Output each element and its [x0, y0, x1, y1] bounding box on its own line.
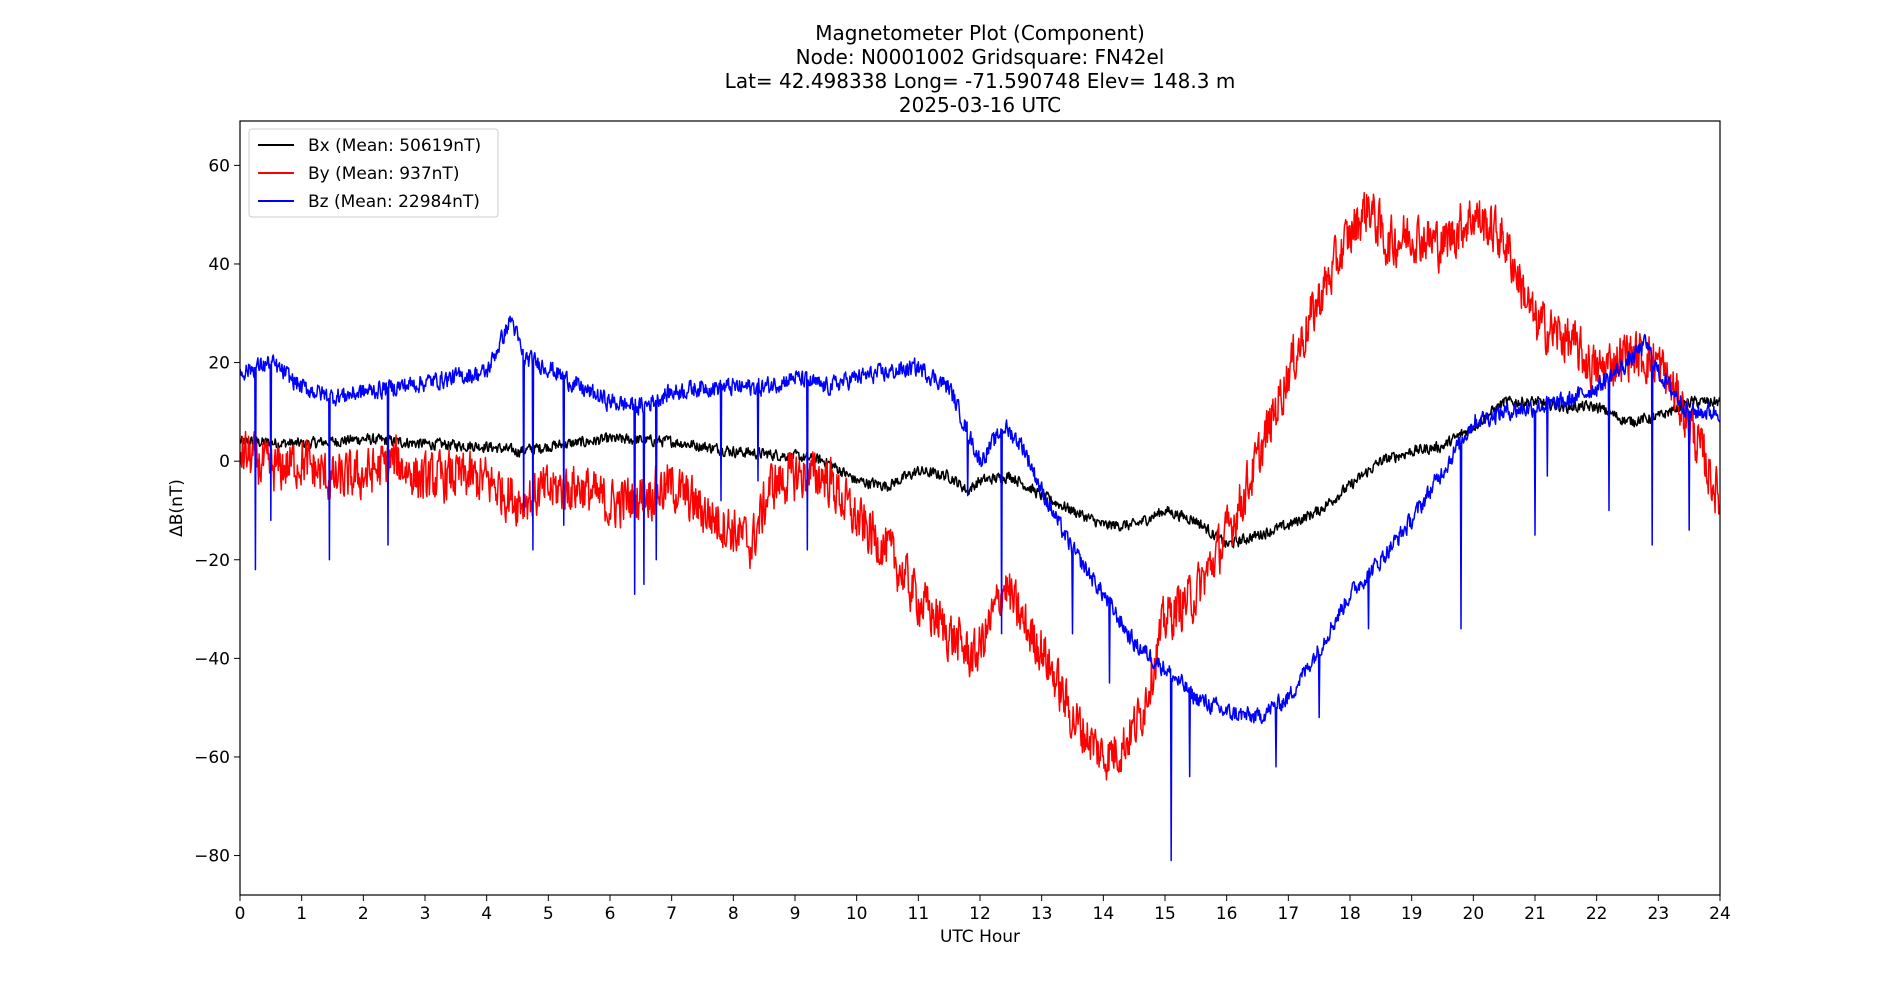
title-line-4: 2025-03-16 UTC	[899, 93, 1061, 117]
x-tick-label-6: 6	[605, 904, 616, 924]
chart-title: Magnetometer Plot (Component) Node: N000…	[725, 21, 1236, 117]
x-tick-label-7: 7	[666, 904, 677, 924]
x-tick-label-12: 12	[969, 904, 991, 924]
x-tick-label-4: 4	[481, 904, 492, 924]
title-line-3: Lat= 42.498338 Long= -71.590748 Elev= 14…	[725, 69, 1236, 93]
x-tick-label-17: 17	[1278, 904, 1300, 924]
x-tick-label-23: 23	[1648, 904, 1670, 924]
x-tick-label-15: 15	[1154, 904, 1176, 924]
series-line-2	[240, 315, 1720, 862]
x-tick-label-9: 9	[790, 904, 801, 924]
y-axis: −80 −60 −40 −20 0 20 40 60	[194, 156, 240, 867]
y-axis-label: ΔB(nT)	[167, 479, 187, 537]
y-tick-label--40: −40	[194, 649, 230, 669]
legend-label-2: Bz (Mean: 22984nT)	[308, 192, 480, 212]
y-tick-label--20: −20	[194, 551, 230, 571]
legend-label-0: Bx (Mean: 50619nT)	[308, 136, 481, 156]
series-area	[240, 191, 1720, 862]
x-axis: 0 1 2 3 4 5 6 7 8 9 10 11 12 13 14 15 16 17 18 19 20 21 22 23 24	[235, 895, 1731, 924]
x-tick-label-22: 22	[1586, 904, 1608, 924]
y-tick-label--80: −80	[194, 847, 230, 867]
x-tick-label-1: 1	[296, 904, 307, 924]
legend-box	[248, 128, 499, 218]
x-tick-label-18: 18	[1339, 904, 1361, 924]
x-tick-label-11: 11	[908, 904, 930, 924]
x-tick-label-21: 21	[1524, 904, 1546, 924]
y-tick-label-60: 60	[208, 156, 230, 176]
y-tick-label-0: 0	[219, 452, 230, 472]
x-tick-label-8: 8	[728, 904, 739, 924]
title-line-1: Magnetometer Plot (Component)	[815, 21, 1145, 45]
x-tick-label-19: 19	[1401, 904, 1423, 924]
legend-label-1: By (Mean: 937nT)	[308, 164, 459, 184]
x-tick-label-10: 10	[846, 904, 868, 924]
title-line-2: Node: N0001002 Gridsquare: FN42el	[796, 45, 1165, 69]
x-tick-label-14: 14	[1093, 904, 1115, 924]
x-tick-label-24: 24	[1709, 904, 1731, 924]
y-tick-label-20: 20	[208, 354, 230, 374]
x-tick-label-2: 2	[358, 904, 369, 924]
x-tick-label-0: 0	[235, 904, 246, 924]
x-tick-label-20: 20	[1463, 904, 1485, 924]
y-tick-label-40: 40	[208, 255, 230, 275]
x-tick-label-5: 5	[543, 904, 554, 924]
series-line-1	[240, 191, 1720, 781]
legend: Bx (Mean: 50619nT) By (Mean: 937nT) Bz (Me…	[248, 128, 499, 218]
x-tick-label-13: 13	[1031, 904, 1053, 924]
x-tick-label-3: 3	[420, 904, 431, 924]
y-tick-label--60: −60	[194, 748, 230, 768]
x-tick-label-16: 16	[1216, 904, 1238, 924]
x-axis-label: UTC Hour	[940, 927, 1020, 947]
